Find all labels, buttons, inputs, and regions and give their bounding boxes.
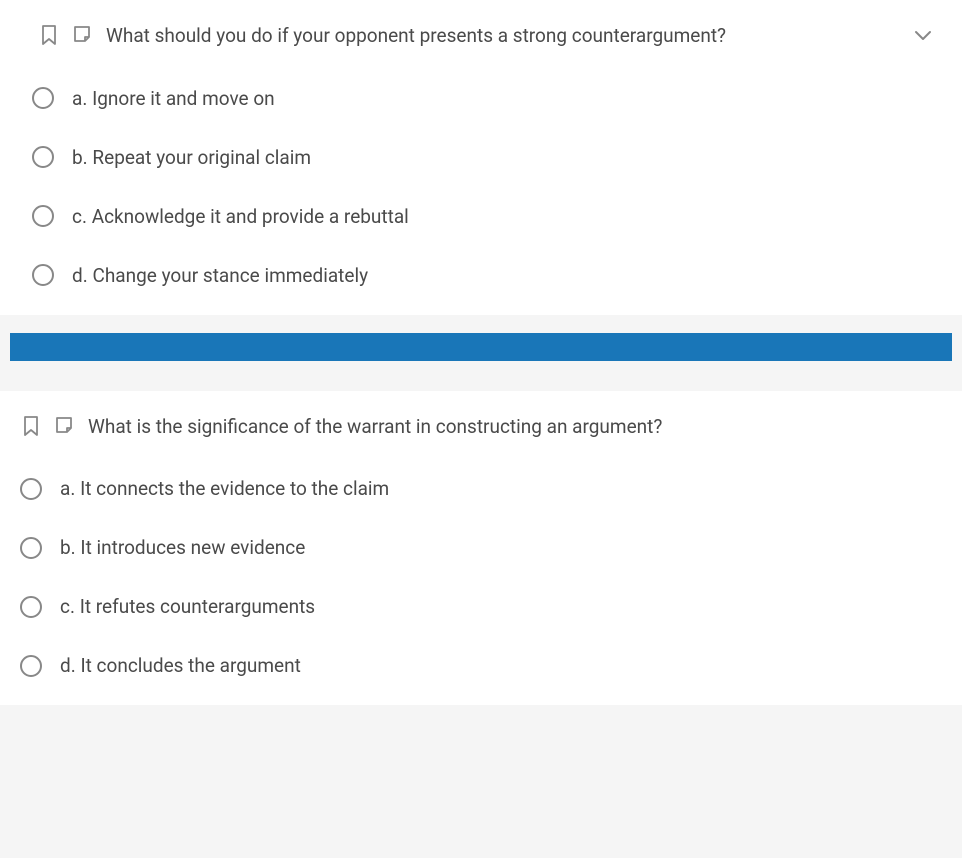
chevron-down-icon[interactable] [914,22,942,45]
option-row-1c[interactable]: c. Acknowledge it and provide a rebuttal [0,187,962,246]
option-label: b. It introduces new evidence [60,536,305,559]
radio-icon[interactable] [32,146,54,168]
radio-icon[interactable] [20,596,42,618]
option-row-2d[interactable]: d. It concludes the argument [0,636,962,695]
question-text-1: What should you do if your opponent pres… [106,22,900,51]
option-label: c. Acknowledge it and provide a rebuttal [72,205,409,228]
option-label: c. It refutes counterarguments [60,595,315,618]
option-row-1b[interactable]: b. Repeat your original claim [0,128,962,187]
radio-icon[interactable] [32,264,54,286]
option-row-2a[interactable]: a. It connects the evidence to the claim [0,459,962,518]
option-row-1d[interactable]: d. Change your stance immediately [0,246,962,305]
radio-icon[interactable] [20,655,42,677]
question-block-2: What is the significance of the warrant … [0,391,962,706]
radio-icon[interactable] [32,87,54,109]
question-text-2: What is the significance of the warrant … [88,413,942,442]
radio-icon[interactable] [32,205,54,227]
option-label: d. Change your stance immediately [72,264,368,287]
section-divider [10,333,952,361]
option-row-1a[interactable]: a. Ignore it and move on [0,69,962,128]
radio-icon[interactable] [20,478,42,500]
option-label: a. Ignore it and move on [72,87,275,110]
bookmark-icon[interactable] [40,24,58,50]
option-label: a. It connects the evidence to the claim [60,477,389,500]
radio-icon[interactable] [20,537,42,559]
question-header-1: What should you do if your opponent pres… [0,10,962,69]
option-label: d. It concludes the argument [60,654,301,677]
option-label: b. Repeat your original claim [72,146,311,169]
option-row-2c[interactable]: c. It refutes counterarguments [0,577,962,636]
note-icon[interactable] [54,415,74,439]
question-block-1: What should you do if your opponent pres… [0,0,962,315]
question-header-2: What is the significance of the warrant … [0,401,962,460]
option-row-2b[interactable]: b. It introduces new evidence [0,518,962,577]
bookmark-icon[interactable] [22,415,40,441]
note-icon[interactable] [72,24,92,48]
